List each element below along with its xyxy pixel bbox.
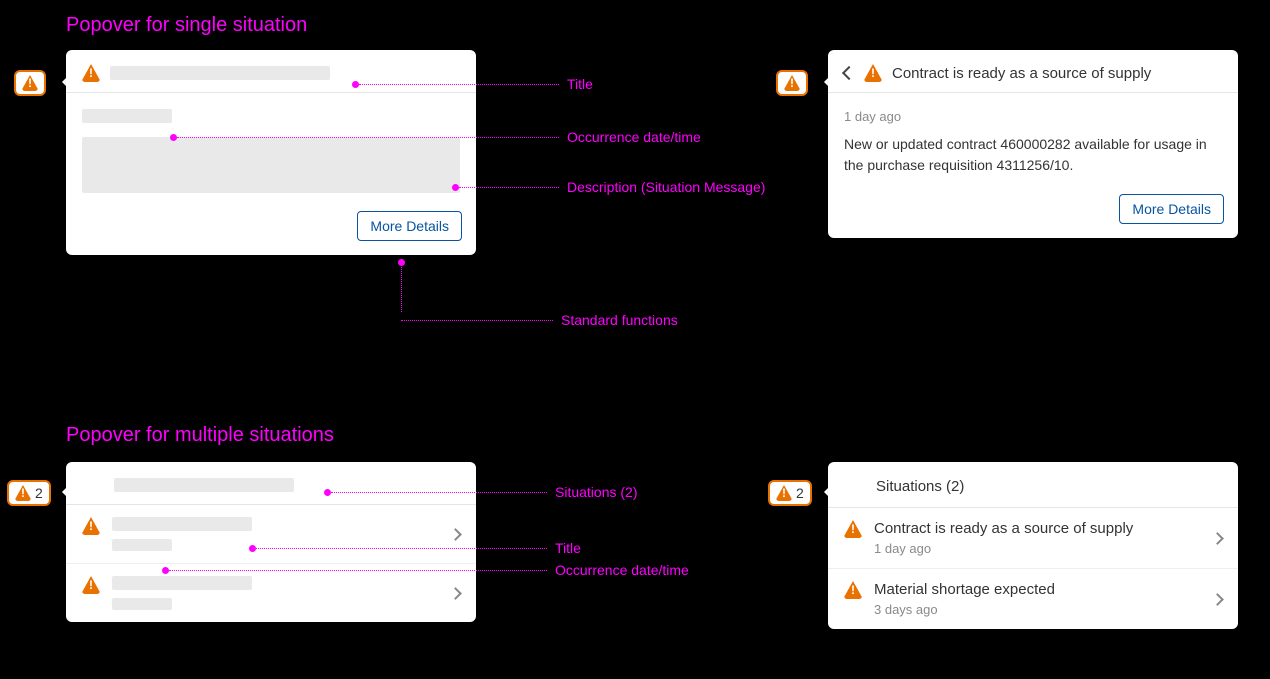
warning-icon xyxy=(15,485,31,501)
popover-footer: More Details xyxy=(66,201,476,255)
warning-icon xyxy=(82,517,100,535)
popover-header: Contract is ready as a source of supply xyxy=(828,50,1238,93)
callout-occurrence: Occurrence date/time xyxy=(170,129,701,145)
warning-icon xyxy=(22,75,38,91)
warning-icon xyxy=(844,581,862,599)
occurrence-date: 1 day ago xyxy=(844,109,1222,124)
section-heading-multiple: Popover for multiple situations xyxy=(66,424,334,447)
situation-item-date: 1 day ago xyxy=(874,541,1201,556)
description-placeholder xyxy=(82,137,460,193)
warning-icon xyxy=(844,520,862,538)
header-placeholder xyxy=(114,478,294,492)
more-details-button[interactable]: More Details xyxy=(357,211,462,241)
callout-standard-functions: Standard functions xyxy=(401,312,678,328)
chevron-right-icon xyxy=(1211,593,1224,606)
section-heading-single: Popover for single situation xyxy=(66,14,307,37)
situation-item-title: Contract is ready as a source of supply xyxy=(874,520,1201,537)
warning-icon xyxy=(82,64,100,82)
situation-list-item[interactable]: Material shortage expected 3 days ago xyxy=(828,569,1238,629)
popover-footer: More Details xyxy=(828,184,1238,238)
warning-icon xyxy=(784,75,800,91)
item-title-placeholder xyxy=(112,576,252,590)
item-date-placeholder xyxy=(112,539,172,551)
callout-connector-vertical xyxy=(401,260,402,312)
item-date-placeholder xyxy=(112,598,172,610)
situation-item-title: Material shortage expected xyxy=(874,581,1201,598)
popover-single-example: Contract is ready as a source of supply … xyxy=(828,50,1238,238)
callout-item-title: Title xyxy=(249,540,581,556)
callout-description: Description (Situation Message) xyxy=(452,179,765,195)
situation-indicator-button[interactable] xyxy=(776,70,808,96)
situation-item-date: 3 days ago xyxy=(874,602,1201,617)
situation-list-item[interactable]: Contract is ready as a source of supply … xyxy=(828,508,1238,569)
occurrence-placeholder xyxy=(82,109,172,123)
situation-indicator-button-count[interactable]: 2 xyxy=(768,480,812,506)
chevron-right-icon xyxy=(449,528,462,541)
callout-item-occurrence: Occurrence date/time xyxy=(162,562,689,578)
warning-icon xyxy=(776,485,792,501)
title-placeholder xyxy=(110,66,330,80)
warning-icon xyxy=(864,64,882,82)
popover-body xyxy=(66,93,476,201)
more-details-button[interactable]: More Details xyxy=(1119,194,1224,224)
chevron-right-icon xyxy=(1211,532,1224,545)
popover-multi-example: Situations (2) Contract is ready as a so… xyxy=(828,462,1238,629)
popover-body: 1 day ago New or updated contract 460000… xyxy=(828,93,1238,184)
callout-title: Title xyxy=(352,76,593,92)
situation-count: 2 xyxy=(35,485,43,501)
callout-situations-count: Situations (2) xyxy=(324,484,637,500)
popover-list-header: Situations (2) xyxy=(828,462,1238,508)
situation-description: New or updated contract 460000282 availa… xyxy=(844,134,1222,176)
item-title-placeholder xyxy=(112,517,252,531)
situation-indicator-button[interactable] xyxy=(14,70,46,96)
situation-title: Contract is ready as a source of supply xyxy=(892,65,1151,82)
situation-indicator-button-count[interactable]: 2 xyxy=(7,480,51,506)
chevron-right-icon xyxy=(449,587,462,600)
situation-count: 2 xyxy=(796,485,804,501)
callout-dot-functions xyxy=(398,259,405,266)
back-icon[interactable] xyxy=(842,66,856,80)
warning-icon xyxy=(82,576,100,594)
